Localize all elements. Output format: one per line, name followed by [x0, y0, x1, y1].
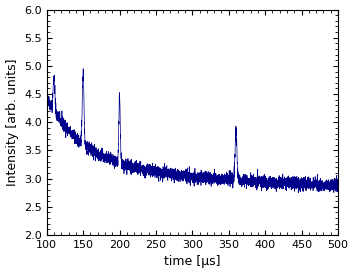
- Y-axis label: Intensity [arb. units]: Intensity [arb. units]: [6, 59, 18, 186]
- X-axis label: time [μs]: time [μs]: [164, 255, 221, 269]
